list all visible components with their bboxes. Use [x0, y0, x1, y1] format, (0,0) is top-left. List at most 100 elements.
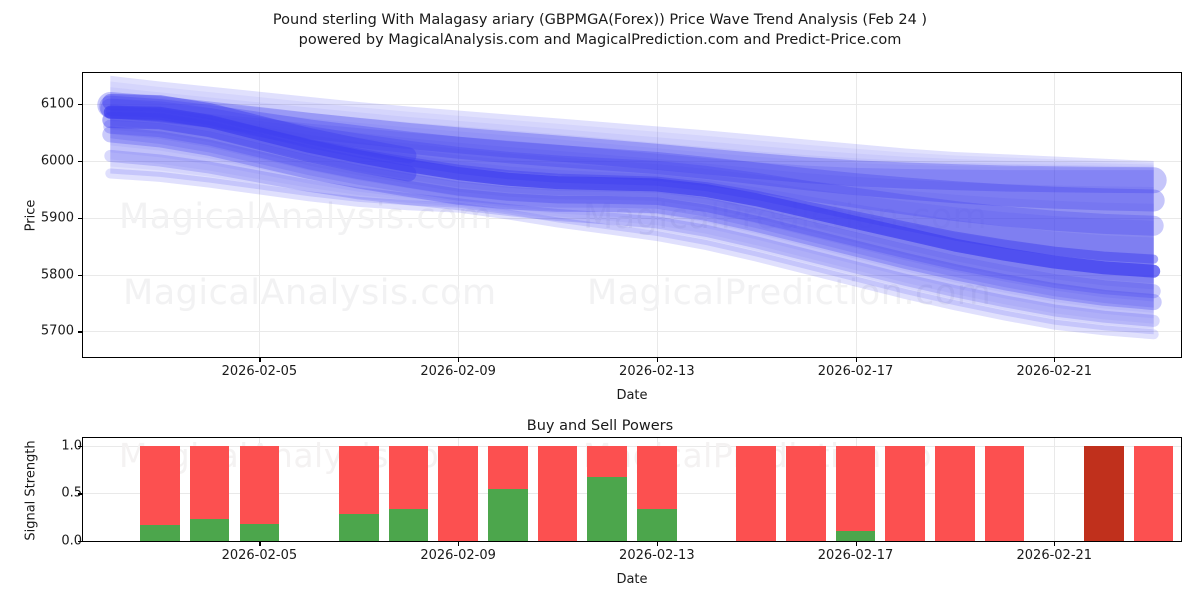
sell-power-segment: [388, 445, 429, 509]
main-gridline-v-4: [1054, 73, 1056, 357]
main-gridline-h-3: [83, 161, 1181, 162]
main-gridline-h-1: [83, 274, 1181, 276]
buy-power-segment: [338, 514, 379, 541]
main-gridline-v-1: [458, 73, 460, 357]
main-x-tick-mark-1: [458, 358, 460, 362]
signals-x-tick-mark-4: [1054, 542, 1056, 546]
main-gridline-v-2: [656, 73, 658, 357]
wave-envelope-outer: [110, 75, 1154, 335]
main-x-tick-mark-4: [1054, 358, 1056, 362]
wave-ribbon-outer-2: [110, 87, 1154, 324]
signal-bar[interactable]: [935, 445, 975, 541]
sell-power-segment: [885, 445, 926, 541]
wave-tube-upper-3: [100, 98, 1164, 236]
signal-bar[interactable]: [438, 445, 478, 541]
main-x-tick-mark-0: [259, 358, 261, 362]
sell-power-segment: [935, 445, 975, 541]
figure-title: Pound sterling With Malagasy ariary (GBP…: [0, 10, 1200, 50]
main-x-tick-2026-02-21: 2026-02-21: [1016, 364, 1093, 379]
signal-bar[interactable]: [338, 445, 379, 541]
signal-bar[interactable]: [637, 445, 677, 541]
wave-trend-center-halo: [105, 106, 1159, 264]
signals-x-tick-2026-02-05: 2026-02-05: [221, 548, 298, 563]
signal-bar[interactable]: [984, 445, 1025, 541]
signals-y-tick-0.5: 0.5: [61, 485, 82, 501]
signal-bar[interactable]: [1133, 445, 1174, 541]
sell-power-segment: [487, 445, 528, 489]
buy-power-segment: [388, 508, 429, 541]
signal-bar[interactable]: [587, 445, 627, 541]
signals-gridline-h-2: [83, 445, 1181, 447]
wave-trend-center-core: [103, 105, 1161, 278]
signals-x-tick-mark-3: [855, 542, 857, 546]
main-y-tick-mark-1: [78, 274, 82, 276]
signal-bar[interactable]: [140, 445, 180, 541]
signals-gridline-v-4: [1054, 438, 1056, 541]
signal-bars-group: [83, 438, 1181, 541]
price-wave-chart-axes: MagicalAnalysis.com MagicalPrediction.co…: [82, 72, 1182, 358]
main-y-tick-5700: 5700: [40, 323, 74, 339]
wave-ribbon-outer-1: [110, 81, 1154, 329]
signal-bar[interactable]: [537, 445, 578, 541]
buy-power-segment: [835, 530, 876, 541]
sell-power-segment: [189, 445, 230, 520]
signals-gridline-h-0: [83, 541, 1181, 542]
main-x-tick-mark-2: [656, 358, 659, 362]
signal-bar[interactable]: [885, 445, 926, 541]
figure-title-line1: Pound sterling With Malagasy ariary (GBP…: [272, 12, 928, 28]
main-x-tick-2026-02-13: 2026-02-13: [619, 364, 695, 379]
signals-chart-title-text: Buy and Sell Powers: [526, 418, 674, 434]
signals-x-tick-mark-1: [458, 542, 460, 546]
signals-chart-title: Buy and Sell Powers: [0, 418, 1200, 434]
signal-bar[interactable]: [786, 445, 826, 541]
signal-bar[interactable]: [189, 445, 230, 541]
sell-power-segment: [736, 445, 776, 541]
signal-bar[interactable]: [835, 445, 876, 541]
main-x-axis-label: Date: [616, 388, 648, 403]
main-y-tick-mark-4: [78, 104, 82, 106]
buy-power-segment: [140, 524, 180, 541]
signal-bar[interactable]: [388, 445, 429, 541]
signals-gridline-h-1: [83, 493, 1181, 495]
wave-tube-lower-2: [103, 119, 1161, 299]
main-y-tick-mark-3: [78, 161, 82, 163]
signals-x-tick-mark-2: [656, 542, 659, 546]
buy-power-segment: [487, 488, 528, 541]
sell-power-segment: [239, 445, 280, 524]
sell-power-segment: [587, 445, 627, 478]
signals-x-tick-2026-02-21: 2026-02-21: [1016, 548, 1093, 563]
wave-early-spike-1: [102, 94, 417, 164]
sell-power-segment: [537, 445, 578, 541]
sell-power-segment: [637, 445, 677, 509]
main-x-tick-2026-02-05: 2026-02-05: [221, 364, 298, 379]
buy-sell-powers-axes: MagicalAnalysis.com MagicalPrediction.co…: [82, 437, 1182, 542]
signals-y-tick-mark-1: [78, 493, 82, 495]
wave-tube-lower-3: [104, 149, 1160, 327]
main-y-tick-5800: 5800: [40, 267, 74, 283]
main-x-tick-mark-3: [855, 358, 857, 362]
main-y-tick-6100: 6100: [40, 96, 74, 112]
sell-power-segment: [1133, 445, 1174, 541]
buy-power-segment: [637, 508, 677, 541]
price-wave-bands: [97, 75, 1167, 340]
signal-bar[interactable]: [736, 445, 776, 541]
wave-tube-lower-1: [102, 126, 1162, 311]
main-gridline-v-3: [855, 73, 857, 357]
sell-power-segment: [438, 445, 478, 541]
signals-x-axis-label: Date: [616, 572, 648, 587]
main-gridline-v-0: [259, 73, 261, 357]
signals-x-tick-2026-02-17: 2026-02-17: [817, 548, 894, 563]
sell-power-segment: [786, 445, 826, 541]
main-y-tick-mark-0: [78, 331, 82, 333]
main-y-axis-label: Price: [23, 199, 39, 232]
main-gridline-h-4: [83, 104, 1181, 106]
signals-y-tick-1.0: 1.0: [61, 438, 82, 454]
wave-early-spike-2: [102, 112, 417, 182]
signal-bar[interactable]: [239, 445, 280, 541]
main-gridline-h-2: [83, 217, 1181, 219]
main-y-tick-mark-2: [78, 217, 82, 220]
signal-bar[interactable]: [1084, 445, 1124, 541]
signal-bar[interactable]: [487, 445, 528, 541]
wave-tube-upper-2: [99, 95, 1165, 212]
